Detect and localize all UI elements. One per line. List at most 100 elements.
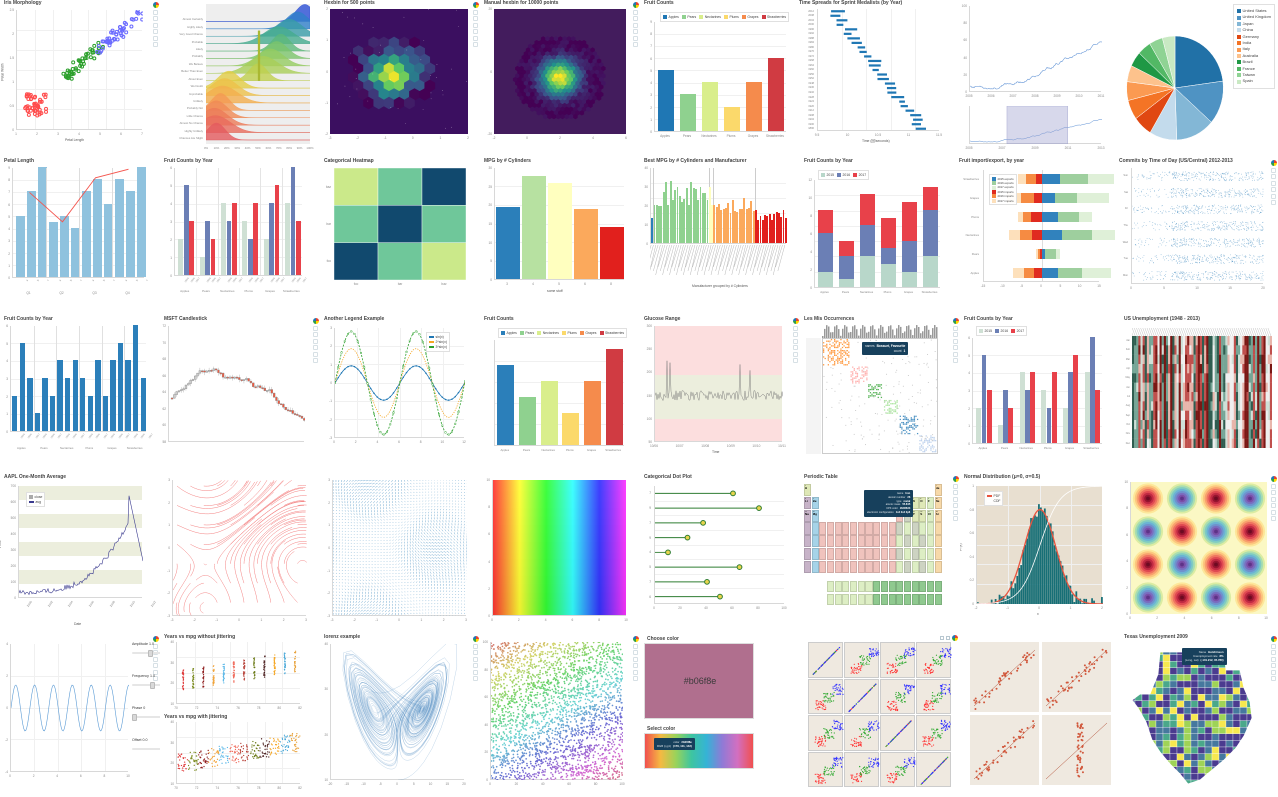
legend-item[interactable]: 3*sin(x) bbox=[429, 345, 447, 350]
plot-toolbar[interactable] bbox=[792, 318, 799, 363]
save-tool-icon[interactable] bbox=[313, 345, 318, 350]
plot-toolbar[interactable] bbox=[952, 318, 959, 363]
save-tool-icon[interactable] bbox=[153, 29, 158, 34]
legend-item[interactable]: Spain bbox=[1237, 78, 1271, 84]
legend-item[interactable]: 2017 exports bbox=[992, 185, 1014, 190]
save-tool-icon[interactable] bbox=[793, 345, 798, 350]
legend-item[interactable]: Italy bbox=[1237, 46, 1271, 52]
wheel-zoom-tool-icon[interactable] bbox=[473, 22, 478, 28]
reset-tool-icon[interactable] bbox=[953, 351, 958, 357]
box-zoom-tool-icon[interactable] bbox=[953, 332, 958, 337]
legend-item[interactable]: Nectarines bbox=[699, 15, 721, 20]
commit-point bbox=[1235, 258, 1237, 260]
legend-item[interactable]: 2015 exports bbox=[992, 177, 1014, 181]
box-zoom-tool-icon[interactable] bbox=[153, 16, 158, 21]
save-tool-icon[interactable] bbox=[953, 345, 958, 350]
legend-item[interactable]: 2*sin(x) bbox=[429, 340, 447, 345]
save-tool-icon[interactable] bbox=[1271, 187, 1276, 192]
pan-tool-icon[interactable] bbox=[953, 325, 958, 331]
legend-item[interactable]: 2015 imports bbox=[992, 190, 1014, 194]
plot-toolbar[interactable] bbox=[472, 2, 479, 47]
legend-item[interactable]: France bbox=[1237, 66, 1271, 72]
legend-item[interactable]: United Kingdom bbox=[1237, 14, 1271, 20]
pan-tool-icon[interactable] bbox=[1271, 167, 1276, 173]
chart-legend[interactable]: United States United Kingdom Japan China Ger… bbox=[1233, 4, 1275, 89]
plot-toolbar[interactable] bbox=[312, 318, 319, 363]
wheel-zoom-tool-icon[interactable] bbox=[313, 338, 318, 344]
legend-item[interactable]: Japan bbox=[1237, 21, 1271, 27]
save-tool-icon[interactable] bbox=[473, 29, 478, 34]
help-tool-icon[interactable] bbox=[633, 42, 638, 47]
chart-legend[interactable]: 2015 2016 2017 bbox=[818, 170, 870, 180]
reset-tool-icon[interactable] bbox=[153, 35, 158, 41]
wheel-zoom-tool-icon[interactable] bbox=[633, 22, 638, 28]
help-tool-icon[interactable] bbox=[953, 358, 958, 363]
legend-item[interactable]: 2017 bbox=[853, 173, 866, 178]
commit-point bbox=[1209, 205, 1210, 207]
wheel-zoom-tool-icon[interactable] bbox=[153, 22, 158, 28]
legend-item[interactable]: United States bbox=[1237, 8, 1271, 14]
legend-item[interactable]: Strawberries bbox=[599, 331, 624, 336]
save-tool-icon[interactable] bbox=[633, 29, 638, 34]
legend-item[interactable]: China bbox=[1237, 27, 1271, 33]
pan-tool-icon[interactable] bbox=[793, 325, 798, 331]
legend-item[interactable]: Grapes bbox=[579, 331, 597, 336]
pan-tool-icon[interactable] bbox=[633, 9, 638, 15]
help-tool-icon[interactable] bbox=[313, 358, 318, 363]
legend-item[interactable]: Germany bbox=[1237, 34, 1271, 40]
box-zoom-tool-icon[interactable] bbox=[473, 16, 478, 21]
legend-item[interactable]: sin(x) bbox=[429, 335, 447, 340]
commit-point bbox=[1196, 276, 1198, 278]
wheel-zoom-tool-icon[interactable] bbox=[1271, 180, 1276, 186]
candle-body bbox=[235, 376, 239, 379]
plot-toolbar[interactable] bbox=[1270, 160, 1277, 205]
legend-item[interactable]: Pears bbox=[681, 15, 696, 20]
legend-item[interactable]: 2015 bbox=[821, 173, 834, 178]
x-subtick: 2015 bbox=[87, 433, 94, 440]
legend-item[interactable]: 2015 bbox=[979, 329, 992, 334]
chart-legend[interactable]: sin(x) 2*sin(x) 3*sin(x) bbox=[426, 332, 450, 352]
wheel-zoom-tool-icon[interactable] bbox=[953, 338, 958, 344]
legend-item[interactable]: 2017 imports bbox=[992, 199, 1014, 203]
help-tool-icon[interactable] bbox=[473, 42, 478, 47]
legend-item[interactable]: Pears bbox=[519, 331, 534, 336]
wheel-zoom-tool-icon[interactable] bbox=[793, 338, 798, 344]
reset-tool-icon[interactable] bbox=[313, 351, 318, 357]
legend-item[interactable]: Nectarines bbox=[537, 331, 559, 336]
help-tool-icon[interactable] bbox=[1271, 200, 1276, 205]
reset-tool-icon[interactable] bbox=[633, 35, 638, 41]
help-tool-icon[interactable] bbox=[793, 358, 798, 363]
chart-legend[interactable]: Apples Pears Nectarines Plums Grapes Strawber… bbox=[498, 328, 628, 338]
plot-toolbar[interactable] bbox=[152, 2, 159, 47]
legend-item[interactable]: Apples bbox=[663, 15, 679, 20]
box-zoom-tool-icon[interactable] bbox=[793, 332, 798, 337]
box-zoom-tool-icon[interactable] bbox=[1271, 174, 1276, 179]
legend-item[interactable]: Plums bbox=[561, 331, 577, 336]
reset-tool-icon[interactable] bbox=[1271, 193, 1276, 199]
pan-tool-icon[interactable] bbox=[153, 9, 158, 15]
legend-item[interactable]: Grapes bbox=[741, 15, 759, 20]
chart-legend[interactable]: Apples Pears Nectarines Plums Grapes Strawber… bbox=[660, 12, 790, 22]
help-tool-icon[interactable] bbox=[153, 42, 158, 47]
pan-tool-icon[interactable] bbox=[473, 9, 478, 15]
legend-item[interactable]: Strawberries bbox=[761, 15, 786, 20]
legend-item[interactable]: Brazil bbox=[1237, 59, 1271, 65]
legend-item[interactable]: Australia bbox=[1237, 53, 1271, 59]
box-zoom-tool-icon[interactable] bbox=[313, 332, 318, 337]
legend-item[interactable]: Taiwan bbox=[1237, 72, 1271, 78]
legend-item[interactable]: 2016 bbox=[995, 329, 1008, 334]
legend-item[interactable]: Apples bbox=[501, 331, 517, 336]
legend-item[interactable]: 2017 bbox=[1011, 329, 1024, 334]
plot-toolbar[interactable] bbox=[632, 2, 639, 47]
legend-item[interactable]: India bbox=[1237, 40, 1271, 46]
legend-item[interactable]: Plums bbox=[723, 15, 739, 20]
reset-tool-icon[interactable] bbox=[793, 351, 798, 357]
chart-legend[interactable]: 2015 exports 2016 exports 2017 exports 2015… bbox=[989, 174, 1017, 206]
legend-item[interactable]: 2016 bbox=[837, 173, 850, 178]
pan-tool-icon[interactable] bbox=[313, 325, 318, 331]
reset-tool-icon[interactable] bbox=[473, 35, 478, 41]
legend-item[interactable]: 2016 imports bbox=[992, 194, 1014, 199]
box-zoom-tool-icon[interactable] bbox=[633, 16, 638, 21]
legend-item[interactable]: 2016 exports bbox=[992, 181, 1014, 186]
chart-legend[interactable]: 2015 2016 2017 bbox=[976, 326, 1028, 336]
